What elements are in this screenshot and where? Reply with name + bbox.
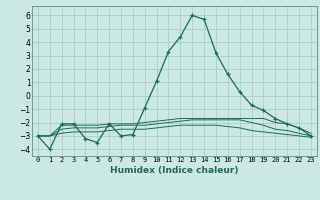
X-axis label: Humidex (Indice chaleur): Humidex (Indice chaleur): [110, 166, 239, 175]
